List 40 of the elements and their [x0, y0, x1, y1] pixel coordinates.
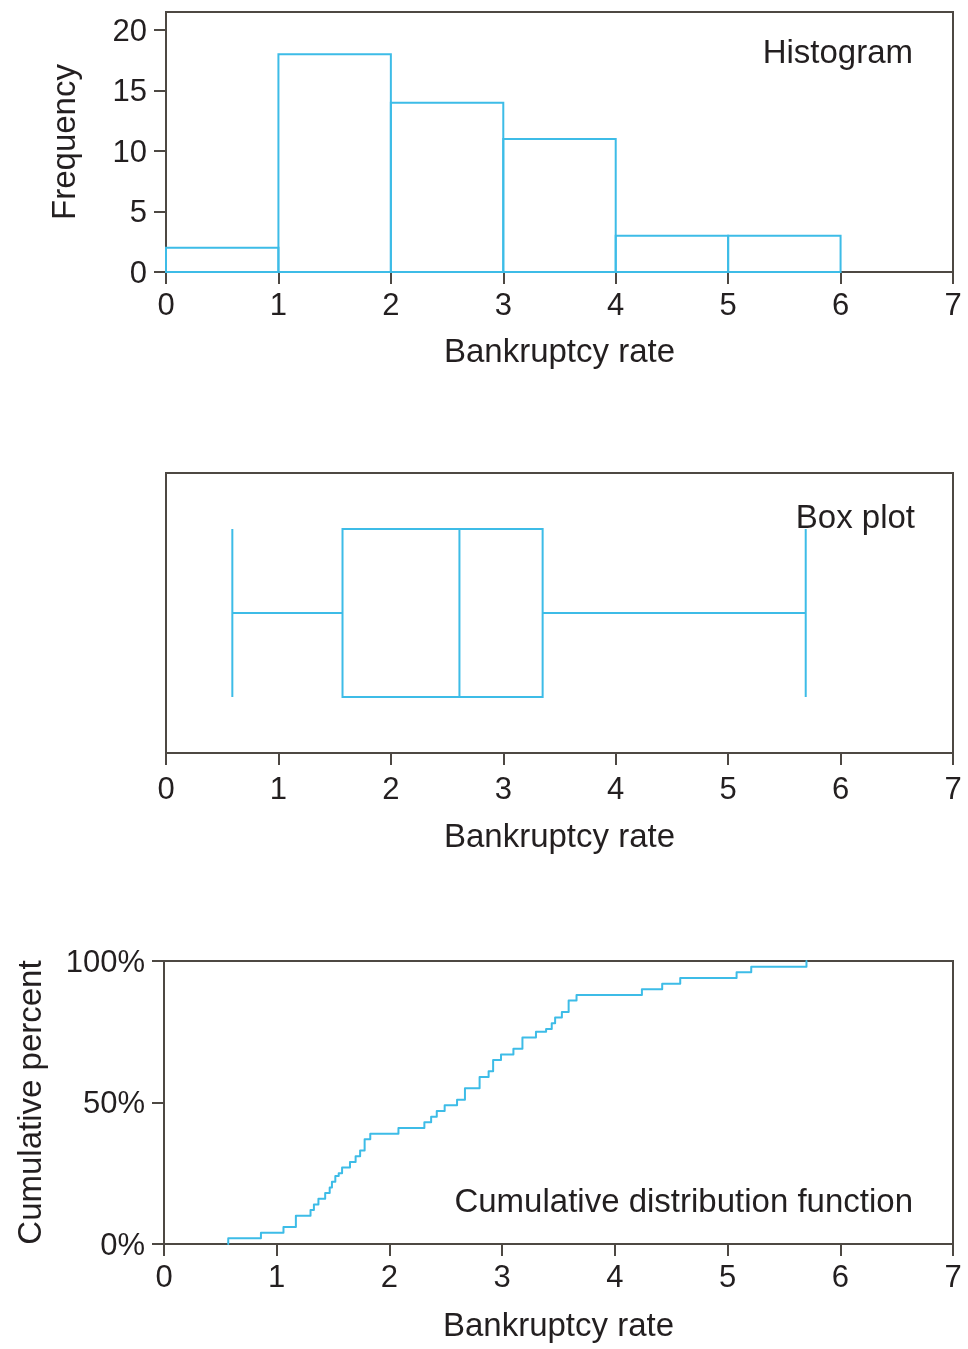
- x-tick-label: 0: [157, 287, 175, 322]
- x-tick-label: 1: [268, 1259, 286, 1294]
- x-axis-title: Bankruptcy rate: [443, 332, 676, 369]
- x-tick-label: 5: [718, 1259, 737, 1294]
- y-tick-label: 0: [129, 254, 147, 290]
- x-tick-label: 4: [607, 287, 625, 322]
- text: Histogram: [762, 33, 914, 70]
- y-tick-label: 100%: [65, 943, 145, 979]
- x-tick-label: 3: [494, 771, 512, 806]
- x-tick-label: 7: [944, 1259, 962, 1294]
- x-tick-label: 2: [382, 287, 400, 322]
- x-tick-label: 6: [831, 1259, 849, 1294]
- y-tick-label: 10: [112, 133, 147, 169]
- y-axis-title: Frequency: [45, 63, 82, 220]
- x-tick-label: 0: [157, 771, 175, 806]
- x-tick-label: 3: [494, 287, 512, 322]
- x-tick-label: 6: [831, 287, 850, 322]
- x-tick-label: 4: [606, 1259, 624, 1294]
- y-tick-label: 20: [112, 12, 147, 48]
- x-axis-title: Bankruptcy rate: [442, 1306, 675, 1343]
- x-tick-label: 3: [493, 1259, 511, 1294]
- x-tick-label: 2: [380, 1259, 399, 1294]
- x-tick-label: 6: [831, 771, 850, 806]
- x-axis-title: Bankruptcy rate: [443, 817, 676, 854]
- y-tick-label: 0%: [100, 1226, 145, 1262]
- x-tick-label: 1: [269, 287, 288, 322]
- x-tick-label: 7: [944, 287, 962, 322]
- x-tick-label: 4: [607, 771, 625, 806]
- x-tick-label: 0: [155, 1259, 173, 1294]
- y-axis-title: Cumulative percent: [11, 960, 48, 1245]
- x-tick-label: 7: [944, 771, 962, 806]
- chart-title: Box plot: [795, 498, 916, 535]
- y-tick-label: 50%: [82, 1085, 145, 1120]
- text: Cumulative distribution function: [454, 1182, 914, 1219]
- x-tick-label: 5: [719, 771, 737, 806]
- x-tick-label: 1: [269, 771, 288, 806]
- y-tick-label: 15: [112, 73, 147, 109]
- x-tick-label: 5: [719, 287, 737, 322]
- y-tick-label: 5: [129, 194, 147, 230]
- x-tick-label: 2: [382, 771, 400, 806]
